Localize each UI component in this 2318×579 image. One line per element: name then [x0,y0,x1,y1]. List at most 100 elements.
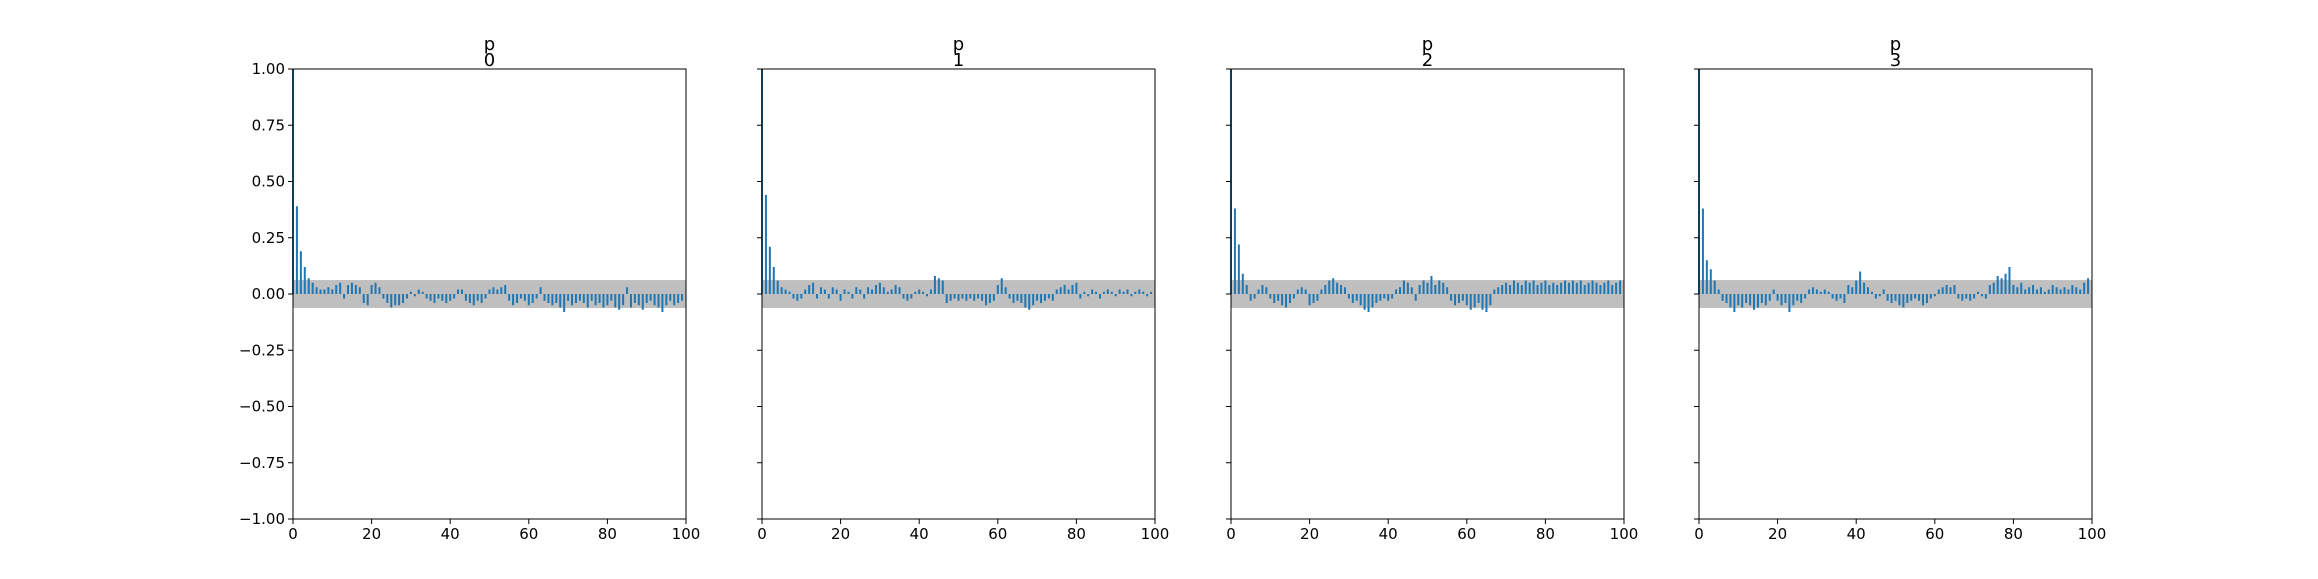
acf-bar [1040,294,1043,303]
acf-bar [1142,291,1145,294]
acf-bar [1292,294,1295,299]
acf-bar [1595,282,1598,294]
acf-bar [1051,294,1054,301]
acf-bar [1878,294,1881,297]
x-tick-label: 40 [1379,525,1398,543]
acf-bar [882,287,885,294]
acf-bar [1827,291,1830,294]
acf-bar [1481,294,1484,310]
acf-bar [347,285,350,294]
acf-bar [1371,294,1374,308]
x-tick-label: 100 [1141,525,1170,543]
acf-bar [894,285,897,294]
acf-bar [1906,294,1909,303]
acf-bar [918,289,921,294]
acf-bar [1870,291,1873,294]
x-tick-label: 100 [1610,525,1639,543]
acf-bar [433,294,436,303]
acf-bar [669,294,672,301]
acf-bar [610,294,613,301]
acf-bar [1524,280,1527,294]
acf-bar [1859,271,1862,294]
acf-bar [1863,282,1866,294]
acf-bar [1980,294,1983,297]
acf-bar [2016,287,2019,294]
acf-bar [1560,282,1563,294]
acf-bar [1126,289,1129,294]
acf-bar [531,294,534,303]
acf-bar [1316,294,1319,301]
acf-bar [527,294,530,306]
acf-bar [1134,291,1137,294]
acf-bar [1567,282,1570,294]
acf-bar [519,294,522,299]
acf-bar [547,294,550,303]
acf-bar [504,285,507,294]
acf-bar [1772,289,1775,294]
acf-panel-3: 0 20 40 60 80 100 p3 [1694,34,2106,543]
acf-bar [1328,280,1331,294]
acf-bar [890,289,893,294]
acf-bar [906,294,909,301]
acf-bar [339,282,342,294]
acf-bar [1721,294,1724,301]
acf-bar [1257,289,1260,294]
acf-bar [327,287,330,294]
acf-bar [1004,287,1007,294]
acf-bar [839,294,842,301]
acf-bar [1516,282,1519,294]
acf-bar [649,294,652,301]
acf-bar [1043,294,1046,301]
y-tick-label: −1.00 [239,510,285,528]
acf-bar [1340,285,1343,294]
acf-bar [1725,294,1728,303]
acf-bar [1398,287,1401,294]
acf-bar [1114,294,1117,297]
acf-bar [1804,294,1807,299]
acf-bar [933,276,936,294]
acf-bar [516,294,519,303]
acf-bar [563,294,566,312]
acf-bar [2000,278,2003,294]
acf-bar [382,294,385,299]
acf-bar [374,282,377,294]
acf-bar [1792,294,1795,306]
acf-bar [981,294,984,301]
acf-bar [1473,294,1476,308]
acf-bar [1024,294,1027,308]
acf-bar [1422,280,1425,294]
acf-bar [637,294,640,306]
acf-bar [1851,287,1854,294]
acf-bar [311,282,314,294]
x-tick-label: 80 [2004,525,2023,543]
acf-bar [598,294,601,303]
acf-bar [1008,294,1011,299]
acf-bar [847,291,850,294]
acf-bar [614,294,617,308]
acf-bar [1106,289,1109,294]
acf-bar [571,294,574,306]
acf-bar [1819,291,1822,294]
acf-bar [1855,280,1858,294]
acf-bar [1548,285,1551,294]
acf-bar [1312,294,1315,303]
y-tick-label: −0.25 [239,341,285,359]
acf-bar [1937,289,1940,294]
x-tick-label: 20 [831,525,850,543]
acf-bar [1894,294,1897,301]
acf-bar [1509,285,1512,294]
acf-bar [1800,294,1803,303]
acf-bar [988,294,991,303]
acf-bar [606,294,609,306]
acf-panel-2: 0 20 40 60 80 100 p2 [1226,34,1638,543]
acf-bar [665,294,668,306]
acf-bar [2059,289,2062,294]
acf-bar [827,294,830,299]
acf-bar [1591,280,1594,294]
acf-bar [1446,287,1449,294]
acf-bar [2032,285,2035,294]
acf-bar [800,294,803,299]
acf-bar [629,294,632,308]
acf-bar [555,294,558,303]
acf-bar [961,294,964,299]
